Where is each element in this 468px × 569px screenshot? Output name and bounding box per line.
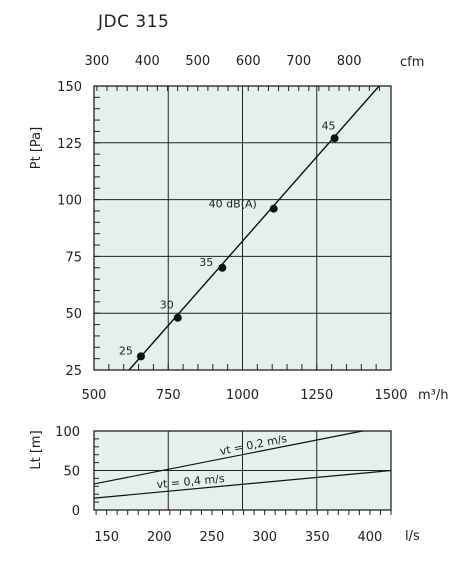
top-x-tick-label: 300 <box>84 54 109 69</box>
throw-x-tick-label: 150 <box>94 530 119 545</box>
data-point <box>218 263 227 272</box>
pressure-line <box>128 85 380 371</box>
point-label: 35 <box>199 256 213 269</box>
top-x-tick-label: 700 <box>286 54 311 69</box>
throw-y-tick-label: 0 <box>72 504 80 519</box>
throw-line <box>93 430 363 485</box>
top-x-tick-label: 400 <box>135 54 160 69</box>
data-point <box>136 352 145 361</box>
throw-x-tick-label: 300 <box>252 530 277 545</box>
point-label: 45 <box>322 119 336 132</box>
data-point <box>269 204 278 213</box>
x-tick-label: 500 <box>82 388 107 403</box>
throw-y-tick-label: 50 <box>63 465 80 480</box>
point-label: 30 <box>160 299 174 312</box>
bottom-x-axis-title: l/s <box>405 529 420 544</box>
throw-line <box>93 469 392 499</box>
top-x-tick-label: 500 <box>185 54 210 69</box>
bottom-y-axis-title: Lt [m] <box>29 430 44 469</box>
y-tick-label: 50 <box>65 307 82 322</box>
top-x-tick-label: 600 <box>236 54 261 69</box>
x-tick-label: 1500 <box>374 388 407 403</box>
y-axis-title: Pt [Pa] <box>29 127 44 169</box>
y-tick-label: 150 <box>57 80 82 95</box>
x-tick-label: 1250 <box>300 388 333 403</box>
throw-x-tick-label: 200 <box>147 530 172 545</box>
throw-x-tick-label: 250 <box>200 530 225 545</box>
x-tick-label: 750 <box>156 388 181 403</box>
y-tick-label: 125 <box>57 137 82 152</box>
x-tick-label: 1000 <box>226 388 259 403</box>
y-tick-label: 75 <box>65 250 82 265</box>
top-x-tick-label: 800 <box>337 54 362 69</box>
throw-series-label: vt = 0,4 m/s <box>156 472 225 491</box>
y-tick-label: 100 <box>57 194 82 209</box>
throw-x-tick-label: 400 <box>358 530 383 545</box>
point-label: 25 <box>119 344 133 357</box>
plot-frame <box>93 85 392 371</box>
top-x-axis-title: cfm <box>400 55 424 70</box>
throw-y-tick-label: 100 <box>55 425 80 440</box>
page-title: JDC 315 <box>98 12 170 32</box>
point-label: 40 dB(A) <box>209 198 257 211</box>
y-tick-label: 25 <box>65 364 82 379</box>
x-axis-title: m³/h <box>418 388 449 403</box>
throw-x-tick-label: 350 <box>305 530 330 545</box>
data-point <box>173 313 182 322</box>
data-point <box>330 134 339 143</box>
